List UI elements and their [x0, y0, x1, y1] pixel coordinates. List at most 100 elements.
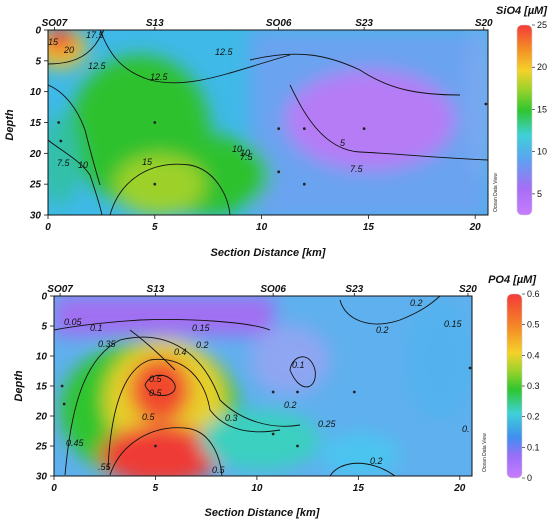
po4-colorbar: 0 0.1 0.2 0.3 0.4 0.5 0.6 [506, 289, 540, 483]
contour-label: 0.15 [444, 319, 463, 329]
sample-point [153, 182, 157, 186]
x-tick-label: 10 [251, 483, 263, 494]
y-tick-label: 30 [30, 211, 42, 222]
sample-point [60, 384, 64, 388]
station-label: SO06 [266, 18, 292, 29]
contour-label: 0.2 [284, 400, 297, 410]
contour-label: 0.5 [212, 465, 226, 475]
y-tick-label: 30 [36, 472, 48, 483]
po4-panel: 0 5 10 15 20 0 5 10 15 20 25 30 SO07 S13 SO06 S23 S20 0… [13, 274, 540, 519]
sio4-watermark: Ocean Data View [493, 173, 499, 212]
contour-label: 0.2 [196, 340, 209, 350]
contour-label: 10 [240, 148, 250, 158]
y-tick-label: 0 [35, 26, 41, 37]
contour-label: 17.5 [86, 30, 105, 40]
sample-point [362, 127, 366, 131]
y-tick-label: 10 [36, 352, 48, 363]
contour-label: 0. [462, 424, 470, 434]
contour-label: 0.5 [149, 374, 163, 384]
contour-label: 0.45 [66, 438, 85, 448]
sample-point [484, 102, 488, 106]
po4-watermark: Ocean Data View [482, 433, 488, 472]
sample-point [59, 139, 63, 143]
po4-station-group: SO07 S13 SO06 S23 S20 [47, 284, 477, 448]
po4-xlabel: Section Distance [km] [205, 507, 320, 519]
po4-colorbar-gradient [506, 293, 523, 479]
sio4-panel: 0 5 10 15 20 0 5 10 15 20 25 30 SO07 S13 SO06 S23 S20 1… [4, 5, 547, 259]
sample-point [302, 182, 306, 186]
sio4-ylabel: Depth [4, 109, 16, 140]
station-label: S20 [475, 18, 493, 29]
y-tick-label: 20 [35, 412, 48, 423]
y-tick-label: 15 [30, 118, 42, 129]
contour-label: 7.5 [57, 158, 71, 168]
y-tick-label: 0 [41, 292, 47, 303]
y-tick-label: 20 [29, 149, 42, 160]
y-tick-label: 5 [35, 56, 41, 67]
station-label: SO06 [260, 284, 286, 295]
contour-label: 0.2 [370, 456, 383, 466]
contour-label: 12.5 [88, 61, 107, 71]
sample-point [271, 390, 275, 394]
x-tick-label: 10 [256, 222, 268, 233]
po4-contour-labels: 0.05 0.1 0.15 0.2 0.2 0.2 0.15 0.35 0.4 … [64, 298, 470, 475]
contour-label: 0.05 [64, 317, 83, 327]
y-tick-label: 25 [35, 442, 48, 453]
sample-point [302, 127, 306, 131]
contour-label: 0.25 [318, 419, 337, 429]
colorbar-tick-label: 10 [537, 147, 547, 157]
contour-label: 0.2 [410, 298, 423, 308]
contour-label: 0.2 [376, 325, 389, 335]
x-tick-label: 20 [469, 222, 482, 233]
station-label: S20 [459, 284, 477, 295]
contour-label: 0.1 [292, 360, 305, 370]
x-tick-label: 20 [453, 483, 466, 494]
sample-point [62, 402, 66, 406]
contour-label: 12.5 [215, 47, 234, 57]
sample-point [296, 444, 299, 448]
colorbar-tick-label: 20 [537, 62, 547, 72]
colorbar-tick-label: 5 [537, 189, 542, 199]
colorbar-tick-label: 25 [537, 20, 547, 30]
sio4-xlabel: Section Distance [km] [211, 247, 326, 259]
sample-point [57, 121, 61, 124]
colorbar-tick-label: 0.2 [527, 412, 540, 422]
contour-label: .55 [98, 462, 112, 472]
sio4-colorbar-ticks: 5 10 15 20 25 [532, 20, 547, 199]
y-tick-label: 10 [30, 87, 42, 98]
sio4-station-group: SO07 S13 SO06 S23 S20 [42, 18, 493, 186]
x-tick-label: 0 [51, 483, 57, 494]
contour-label: 15 [48, 37, 59, 47]
y-tick-label: 25 [29, 180, 42, 191]
colorbar-tick-label: 0.5 [527, 320, 540, 330]
sio4-colorbar-gradient [516, 24, 533, 216]
sample-point [153, 121, 157, 124]
contour-label: 7.5 [240, 152, 254, 162]
po4-colorbar-ticks: 0 0.1 0.2 0.3 0.4 0.5 0.6 [522, 289, 540, 483]
sio4-colorbar-title: SiO4 [µM] [496, 5, 547, 17]
x-tick-label: 15 [353, 483, 365, 494]
x-tick-label: 5 [152, 222, 158, 233]
contour-label: 0.3 [225, 413, 238, 423]
colorbar-tick-label: 0.6 [527, 289, 540, 299]
sio4-tick-group: 0 5 10 15 20 0 5 10 15 20 25 30 [29, 26, 481, 234]
y-tick-label: 15 [36, 382, 48, 393]
contour-label: 0.5 [149, 388, 163, 398]
contour-label: 10 [232, 144, 242, 154]
contour-label: 5 [340, 138, 346, 148]
po4-ylabel: Depth [13, 370, 25, 401]
station-label: S13 [146, 18, 164, 29]
sample-point [277, 127, 281, 131]
contour-label: 20 [63, 45, 74, 55]
contour-label: 10 [78, 160, 88, 170]
sample-point [468, 366, 472, 370]
contour-label: 12.5 [150, 72, 169, 82]
station-label: S23 [355, 18, 373, 29]
po4-colorbar-title: PO4 [µM] [488, 274, 536, 286]
contour-label: 0.15 [192, 323, 211, 333]
station-label: S13 [147, 284, 165, 295]
sample-point [296, 390, 299, 394]
contour-label: 0.4 [174, 347, 187, 357]
contour-label: 0.35 [98, 339, 117, 349]
